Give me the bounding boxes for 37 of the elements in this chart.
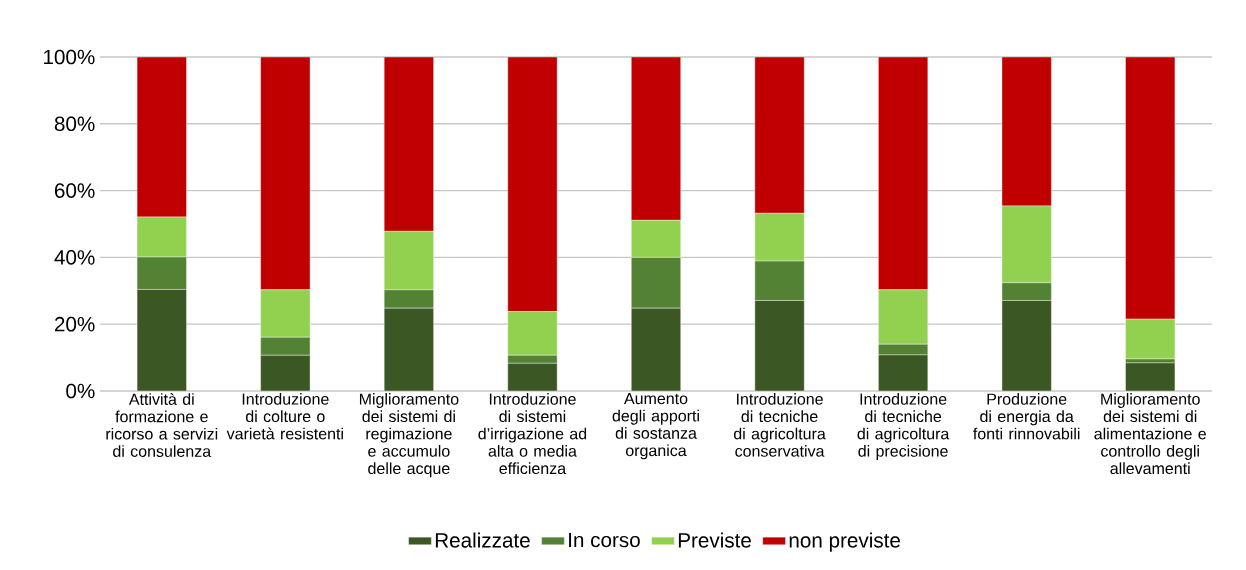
bar xyxy=(260,56,311,290)
x-tick-label: Introduzione di tecniche di agricoltura conservativa xyxy=(733,393,826,457)
bar xyxy=(754,56,805,214)
x-tick-label: Attività di formazione e ricorso a servizi di consulenza xyxy=(106,393,218,457)
legend-label: In corso xyxy=(569,532,640,548)
y-tick-label: 40% xyxy=(54,250,95,265)
bar xyxy=(631,307,681,391)
bar xyxy=(1125,56,1176,320)
bar xyxy=(1001,56,1052,207)
bar xyxy=(383,56,434,232)
bar xyxy=(260,355,311,391)
x-tick-label: Miglioramento dei sistemi di regimazione e accumulo delle acque xyxy=(359,393,459,478)
y-tick-label: 0% xyxy=(66,383,95,399)
x-tick-label: Introduzione di colture o varietà resistenti xyxy=(226,393,343,440)
y-tick-label: 80% xyxy=(54,116,95,132)
x-tick-label: Miglioramento dei sistemi di alimentazione e controllo degli allevamenti xyxy=(1094,393,1206,475)
y-tick-label: 60% xyxy=(54,183,95,198)
y-tick-label: 100% xyxy=(44,49,95,65)
legend-label: non previste xyxy=(789,532,900,552)
x-tick-label: Aumento degli apporti di sostanza organica xyxy=(612,393,699,460)
legend-label: Realizzate xyxy=(435,532,530,548)
bar xyxy=(507,363,558,391)
legend-label: Previste xyxy=(678,532,751,548)
bar xyxy=(383,307,434,391)
x-tick-label: Introduzione di sistemi d’irrigazione ad alta o media efficienza xyxy=(478,393,587,475)
bar xyxy=(507,56,558,312)
bar xyxy=(754,300,805,391)
bar xyxy=(136,289,187,391)
bar xyxy=(1125,362,1176,391)
x-tick-label: Introduzione di tecniche di agricoltura di precisione xyxy=(857,393,950,460)
bar xyxy=(631,56,681,221)
bar xyxy=(136,56,187,218)
y-tick-label: 20% xyxy=(54,316,95,332)
bar xyxy=(878,354,929,391)
x-tick-label: Produzione di energia da fonti rinnovabili xyxy=(973,393,1080,440)
bar xyxy=(878,56,929,290)
bar xyxy=(1001,300,1052,391)
